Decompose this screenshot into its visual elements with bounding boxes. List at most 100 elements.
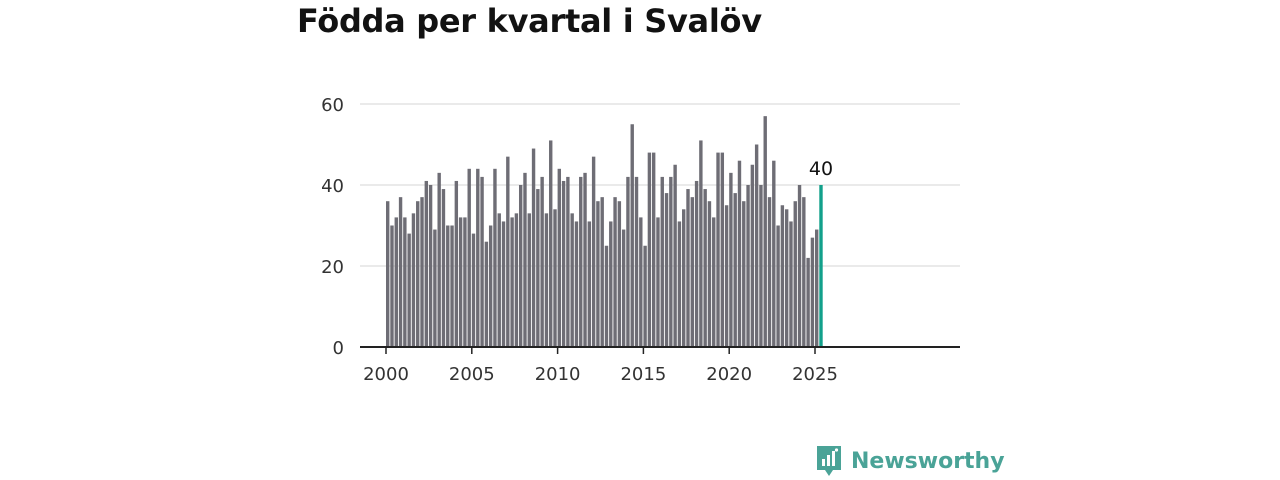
bar-2004-Q1[interactable] [454,180,459,347]
bar-2003-Q4[interactable] [450,225,454,348]
bar-2017-Q4[interactable] [690,197,694,347]
bar-2007-Q2[interactable] [510,217,514,347]
bar-2004-Q3[interactable] [463,217,467,347]
bar-2017-Q2[interactable] [682,209,686,347]
bar-2013-Q2[interactable] [613,197,617,347]
bar-2014-Q1[interactable] [626,176,630,347]
bar-2009-Q2[interactable] [544,213,549,347]
bar-2009-Q4[interactable] [553,209,557,347]
bar-2001-Q4[interactable] [416,201,420,347]
bar-2008-Q2[interactable] [527,213,531,347]
bar-2018-Q1[interactable] [694,180,699,347]
bar-2011-Q1[interactable] [574,221,579,347]
bar-2006-Q1[interactable] [488,225,493,348]
bar-2021-Q2[interactable] [750,164,755,347]
bar-2019-Q1[interactable] [712,217,716,347]
bar-2011-Q3[interactable] [583,172,587,347]
bar-2004-Q4[interactable] [467,168,471,347]
bar-2000-Q1[interactable] [386,201,390,347]
bar-2010-Q3[interactable] [566,176,570,347]
bar-2018-Q4[interactable] [707,201,712,347]
bar-2003-Q3[interactable] [446,225,450,348]
bar-2018-Q3[interactable] [703,189,707,347]
bar-2020-Q1[interactable] [729,172,733,347]
bar-2019-Q4[interactable] [724,205,729,347]
bar-2006-Q3[interactable] [497,213,501,347]
bar-2023-Q4[interactable] [793,201,797,347]
bar-2012-Q1[interactable] [591,156,596,347]
bar-2001-Q3[interactable] [411,213,416,347]
bar-2017-Q1[interactable] [677,221,682,347]
bar-2024-Q2[interactable] [802,197,806,347]
bar-2025-Q2[interactable] [819,185,823,347]
bar-2018-Q2[interactable] [699,140,703,347]
bar-2000-Q4[interactable] [398,197,403,347]
bar-2005-Q4[interactable] [484,241,489,347]
bar-2016-Q4[interactable] [673,164,677,347]
bar-2005-Q2[interactable] [476,168,480,347]
bar-2005-Q1[interactable] [471,233,476,347]
bar-2022-Q2[interactable] [767,197,772,347]
bar-2000-Q3[interactable] [394,217,398,347]
bar-2024-Q4[interactable] [810,237,815,347]
bar-2007-Q1[interactable] [506,156,510,347]
bar-2015-Q2[interactable] [647,152,652,347]
bar-2007-Q3[interactable] [514,213,519,347]
bar-2006-Q2[interactable] [493,168,497,347]
bar-2007-Q4[interactable] [518,185,523,347]
bar-2012-Q3[interactable] [600,197,604,347]
bar-2000-Q2[interactable] [390,225,394,348]
bar-2002-Q2[interactable] [424,180,429,347]
bar-2012-Q2[interactable] [596,201,600,347]
bar-2017-Q3[interactable] [686,189,690,347]
bar-2019-Q2[interactable] [716,152,720,347]
bar-2015-Q1[interactable] [643,245,647,347]
bar-2010-Q2[interactable] [561,180,566,347]
bar-2010-Q1[interactable] [557,168,561,347]
bar-2006-Q4[interactable] [501,221,506,347]
bar-2024-Q3[interactable] [806,257,810,347]
bar-2020-Q4[interactable] [742,201,746,347]
bar-2025-Q1[interactable] [815,229,819,347]
bar-2008-Q3[interactable] [531,148,536,347]
bar-2003-Q1[interactable] [437,172,441,347]
bar-2013-Q3[interactable] [617,201,622,347]
bar-2023-Q2[interactable] [784,209,789,347]
bar-2001-Q2[interactable] [407,233,411,347]
bar-2015-Q3[interactable] [651,152,656,347]
bar-2022-Q3[interactable] [772,160,776,347]
bar-2019-Q3[interactable] [720,152,725,347]
bar-2009-Q1[interactable] [540,176,544,347]
bar-2009-Q3[interactable] [549,140,553,347]
bar-2012-Q4[interactable] [604,245,609,347]
bar-2020-Q3[interactable] [737,160,742,347]
bar-2023-Q3[interactable] [789,221,793,347]
bar-2024-Q1[interactable] [797,185,802,347]
bar-2001-Q1[interactable] [403,217,407,347]
bar-2004-Q2[interactable] [458,217,463,347]
bar-2008-Q1[interactable] [523,172,527,347]
bar-2014-Q4[interactable] [639,217,643,347]
bar-2016-Q1[interactable] [660,176,664,347]
bar-2022-Q1[interactable] [763,116,767,348]
newsworthy-logo[interactable]: Newsworthy [815,444,1005,478]
bar-2021-Q4[interactable] [759,185,763,347]
bar-2022-Q4[interactable] [776,225,780,348]
bar-2021-Q1[interactable] [746,185,750,347]
bar-2013-Q1[interactable] [609,221,613,347]
bar-2005-Q3[interactable] [480,176,484,347]
bar-2016-Q2[interactable] [664,193,669,347]
bar-2002-Q3[interactable] [428,185,433,347]
bar-2011-Q2[interactable] [579,176,583,347]
bar-2015-Q4[interactable] [656,217,660,347]
bar-2014-Q2[interactable] [630,124,634,347]
bar-2013-Q4[interactable] [621,229,626,347]
bar-2021-Q3[interactable] [754,144,759,348]
bar-2016-Q3[interactable] [669,176,673,347]
bar-2003-Q2[interactable] [441,189,446,347]
bar-2002-Q4[interactable] [433,229,437,347]
bar-2002-Q1[interactable] [420,197,424,347]
bar-2023-Q1[interactable] [780,205,785,347]
bar-2011-Q4[interactable] [587,221,592,347]
bar-2020-Q2[interactable] [733,193,737,347]
